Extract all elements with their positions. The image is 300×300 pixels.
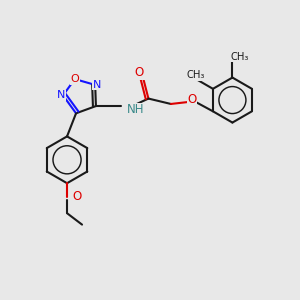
Text: O: O: [187, 93, 196, 106]
Text: O: O: [70, 74, 79, 84]
Text: O: O: [72, 190, 82, 202]
Text: NH: NH: [127, 103, 144, 116]
Text: CH₃: CH₃: [231, 52, 249, 61]
Text: O: O: [135, 66, 144, 79]
Text: CH₃: CH₃: [187, 70, 205, 80]
Text: N: N: [57, 90, 66, 100]
Text: N: N: [92, 80, 101, 90]
